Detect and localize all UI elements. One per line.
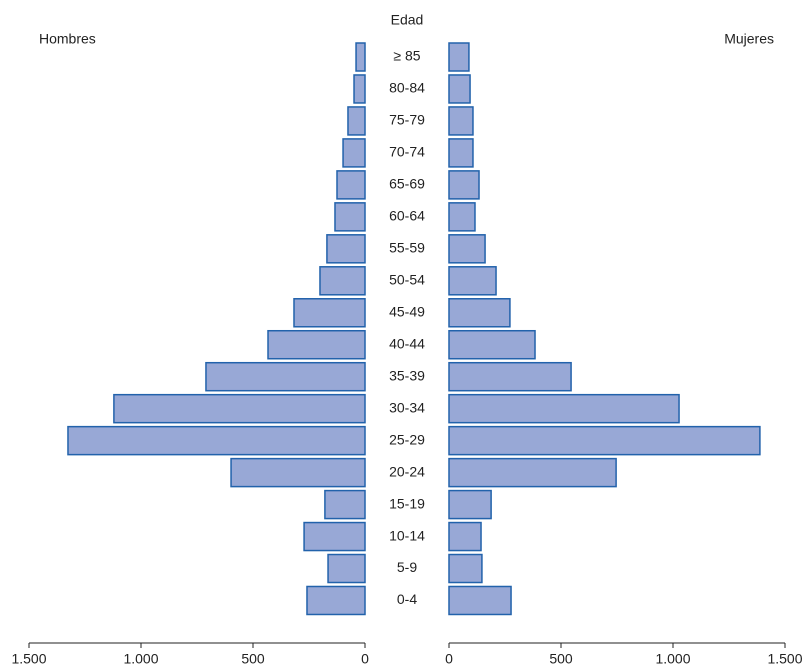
y-tick-label: 20-24 (389, 463, 425, 479)
bar (355, 42, 366, 72)
bar (448, 553, 483, 584)
y-tick-label: 35-39 (389, 367, 425, 383)
bar (327, 553, 366, 584)
bar (448, 106, 474, 136)
bar (448, 234, 486, 264)
y-tick-label: 75-79 (389, 112, 425, 128)
bar (448, 266, 497, 296)
y-tick-label: 55-59 (389, 240, 425, 256)
bar (326, 234, 366, 264)
right-label: Mujeres (724, 31, 774, 47)
axis-title: Edad (391, 12, 424, 28)
y-tick-label: 30-34 (389, 399, 425, 415)
left-label: Hombres (39, 31, 96, 47)
bar (334, 202, 366, 232)
bar (448, 425, 761, 456)
x-tick-label: 0 (361, 651, 369, 667)
bar (448, 170, 480, 200)
x-tick-label: 500 (549, 651, 573, 667)
y-tick-label: 65-69 (389, 176, 425, 192)
bar (448, 74, 471, 104)
y-tick-label: ≥ 85 (393, 48, 420, 64)
y-tick-label: 70-74 (389, 144, 425, 160)
bar (113, 393, 366, 424)
bar (347, 106, 366, 136)
bar (353, 74, 366, 104)
y-tick-label: 45-49 (389, 303, 425, 319)
bar (448, 138, 474, 168)
y-tick-label: 5-9 (397, 559, 417, 575)
y-tick-label: 80-84 (389, 80, 425, 96)
bar (448, 202, 476, 232)
bar (230, 457, 366, 488)
bar (448, 521, 482, 552)
bar (448, 489, 492, 520)
bar (448, 393, 680, 424)
y-tick-label: 15-19 (389, 495, 425, 511)
y-tick-label: 0-4 (397, 591, 417, 607)
x-tick-label: 1.000 (655, 651, 690, 667)
bar (448, 457, 617, 488)
bar (267, 329, 366, 360)
bar (205, 361, 366, 392)
bar (448, 298, 511, 328)
x-tick-label: 1.500 (11, 651, 46, 667)
bar (293, 298, 366, 328)
y-tick-label: 40-44 (389, 335, 425, 351)
x-tick-label: 0 (445, 651, 453, 667)
y-tick-label: 10-14 (389, 527, 425, 543)
bar (319, 266, 366, 296)
bar (448, 329, 536, 360)
y-tick-label: 25-29 (389, 431, 425, 447)
y-tick-label: 50-54 (389, 271, 425, 287)
y-tick-label: 60-64 (389, 208, 425, 224)
bar (306, 585, 366, 616)
x-tick-label: 1.000 (123, 651, 158, 667)
bar (303, 521, 366, 552)
bar (448, 361, 572, 392)
bar (448, 585, 512, 616)
bar (342, 138, 366, 168)
bar (336, 170, 366, 200)
x-tick-label: 1.500 (767, 651, 802, 667)
x-tick-label: 500 (241, 651, 265, 667)
bar (448, 42, 470, 72)
bar (324, 489, 366, 520)
bar (67, 425, 366, 456)
